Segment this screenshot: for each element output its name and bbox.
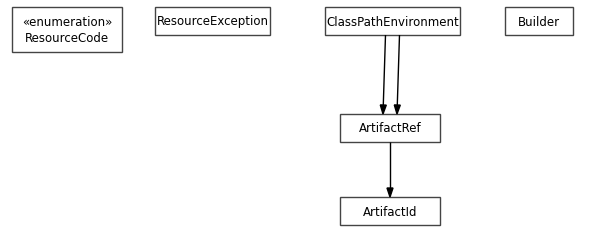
Bar: [340, 115, 440, 142]
Text: ClassPathEnvironment: ClassPathEnvironment: [326, 15, 459, 28]
Polygon shape: [387, 188, 393, 197]
Bar: [12, 8, 122, 53]
Bar: [340, 197, 440, 225]
Text: «enumeration»
ResourceCode: «enumeration» ResourceCode: [22, 15, 112, 45]
Bar: [325, 8, 460, 36]
Text: ResourceException: ResourceException: [156, 15, 268, 28]
Polygon shape: [380, 106, 386, 115]
Text: ArtifactId: ArtifactId: [363, 205, 417, 218]
Bar: [505, 8, 573, 36]
Text: Builder: Builder: [518, 15, 560, 28]
Bar: [155, 8, 270, 36]
Polygon shape: [394, 106, 400, 115]
Text: ArtifactRef: ArtifactRef: [359, 122, 421, 135]
